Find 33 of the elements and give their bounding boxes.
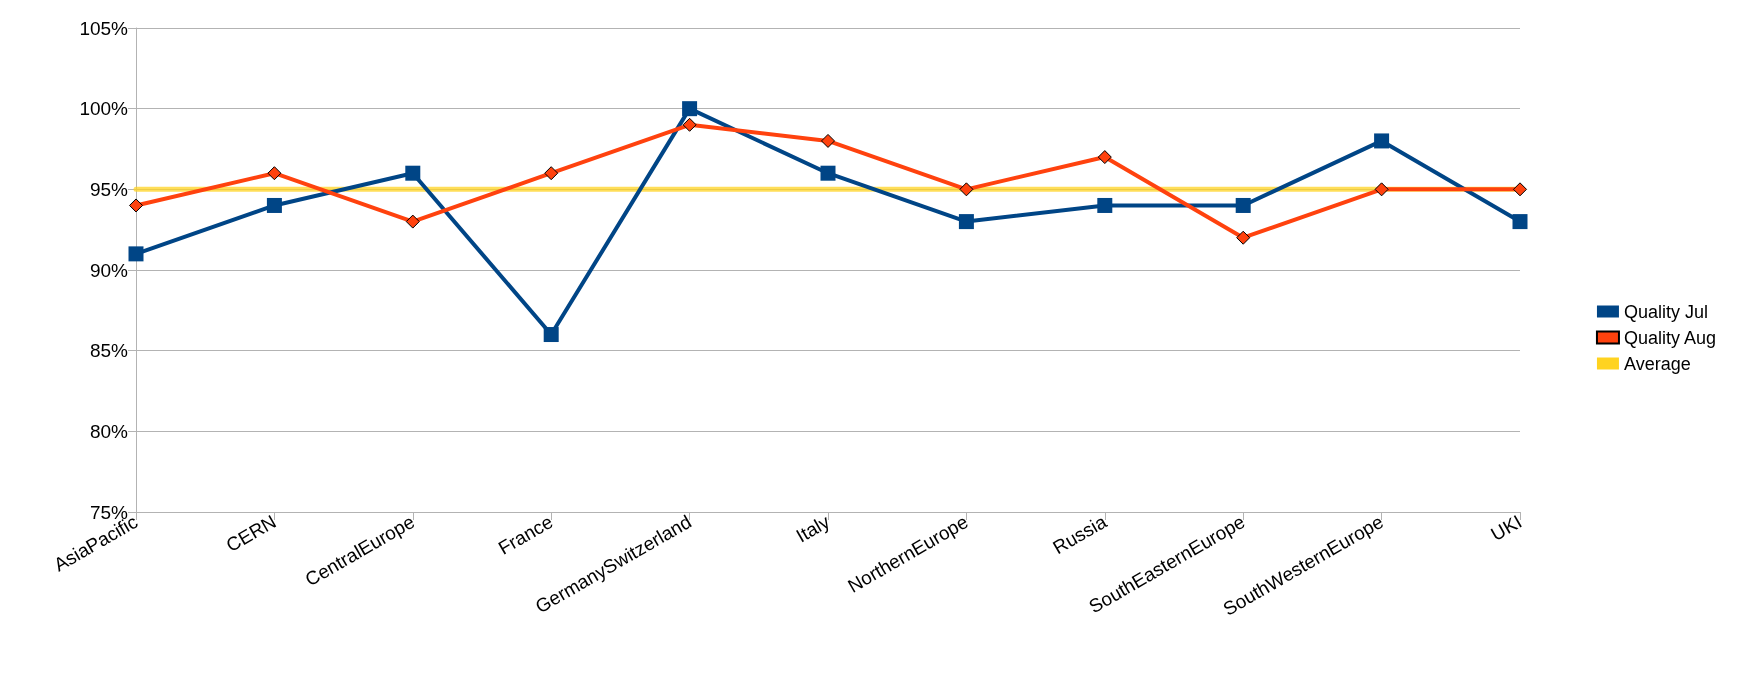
y-tick-label: 105% bbox=[79, 17, 129, 39]
legend-label: Quality Jul bbox=[1623, 301, 1708, 322]
point bbox=[1513, 182, 1527, 197]
legend-label: Average bbox=[1623, 353, 1691, 374]
point bbox=[405, 165, 421, 181]
point bbox=[1235, 197, 1251, 213]
y-tick-label: 85% bbox=[89, 340, 129, 362]
point bbox=[682, 101, 698, 117]
y-tick-label: 95% bbox=[89, 178, 129, 200]
y-tick-label: 80% bbox=[89, 420, 129, 442]
point bbox=[129, 198, 143, 213]
y-tick-label: 100% bbox=[79, 98, 129, 120]
point bbox=[128, 246, 144, 262]
point bbox=[1374, 133, 1390, 149]
point bbox=[959, 182, 974, 197]
point bbox=[682, 117, 697, 132]
x-tick-label: UKI bbox=[1487, 510, 1526, 545]
y-tick-label: 90% bbox=[89, 259, 129, 281]
point bbox=[405, 214, 420, 229]
point bbox=[821, 133, 835, 148]
x-tick-label: Italy bbox=[792, 510, 834, 547]
point bbox=[958, 214, 974, 230]
point bbox=[543, 327, 559, 343]
point bbox=[1512, 214, 1528, 230]
point bbox=[1236, 230, 1251, 245]
point bbox=[1097, 150, 1112, 165]
point bbox=[1097, 197, 1113, 213]
point bbox=[544, 166, 559, 181]
legend-label: Quality Aug bbox=[1623, 327, 1717, 348]
point bbox=[267, 166, 282, 181]
point bbox=[820, 165, 836, 181]
point bbox=[1374, 182, 1389, 197]
point bbox=[266, 197, 282, 213]
